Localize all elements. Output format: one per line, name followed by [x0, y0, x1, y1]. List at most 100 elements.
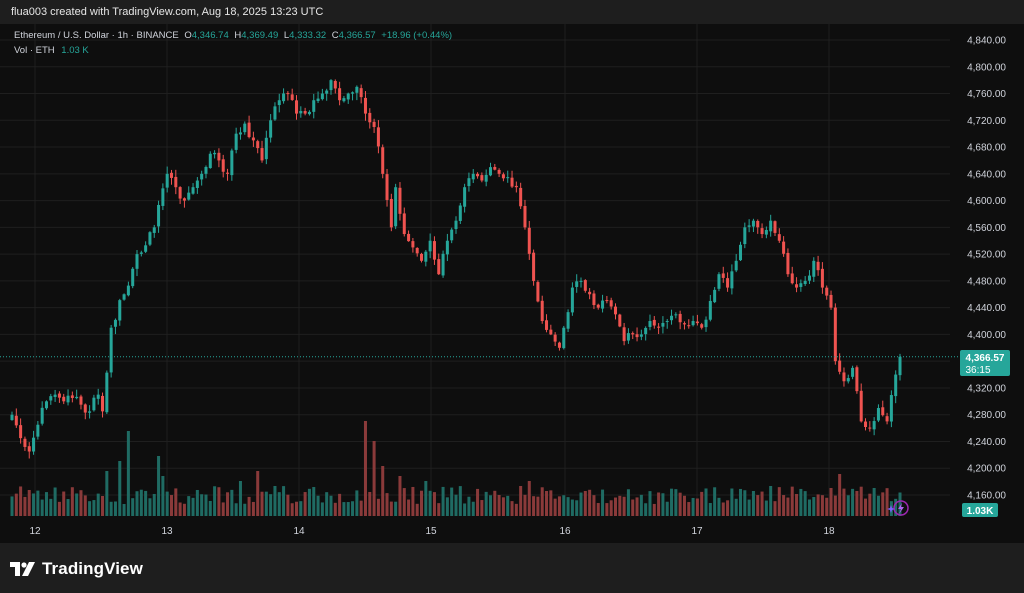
volume-bar	[230, 489, 234, 516]
candle-body	[661, 322, 665, 327]
volume-bar	[631, 499, 635, 516]
candle-body	[829, 294, 833, 308]
x-tick-label: 15	[425, 526, 437, 537]
volume-bar	[851, 488, 855, 516]
candle-body	[415, 247, 419, 254]
candle-body	[493, 166, 497, 170]
candle-body	[657, 326, 661, 328]
y-tick-label: 4,280.00	[967, 410, 1006, 421]
candle-body	[523, 206, 527, 228]
candle-body	[881, 407, 885, 416]
volume-bar	[488, 495, 492, 516]
candle-body	[467, 178, 471, 187]
candle-body	[562, 327, 566, 349]
candle-body	[838, 360, 842, 372]
candle-body	[889, 395, 893, 422]
price-axis[interactable]: 4,840.00 4,800.00 4,760.00 4,720.00 4,680.00…	[967, 36, 1006, 502]
volume-bar	[329, 495, 333, 516]
volume-bar	[113, 501, 117, 516]
candle-body	[251, 137, 255, 141]
candle-body	[592, 293, 596, 306]
volume-bar	[648, 491, 652, 516]
volume-bar	[799, 488, 803, 516]
volume-bar	[670, 488, 674, 516]
candle-body	[122, 294, 126, 300]
candle-body	[187, 192, 191, 200]
volume-bar	[437, 503, 441, 516]
volume-bar	[88, 501, 92, 516]
candle-body	[536, 282, 540, 302]
tradingview-logo[interactable]: TradingView	[10, 559, 143, 579]
volume-bar	[152, 493, 156, 516]
volume-bar	[165, 491, 169, 516]
candle-body	[243, 123, 247, 133]
candle-body	[437, 259, 441, 275]
candle-body	[450, 229, 454, 241]
volume-bar	[626, 489, 630, 516]
volume-bar	[471, 501, 475, 516]
volume-bar	[105, 471, 109, 516]
volume-bar	[795, 494, 799, 516]
volume-bar	[303, 492, 307, 516]
volume-bar	[247, 496, 251, 516]
candle-body	[631, 333, 635, 335]
volume-bar	[66, 499, 70, 516]
attribution-text: flua003 created with TradingView.com, Au…	[11, 6, 324, 18]
volume-bar	[484, 491, 488, 516]
volume-bar	[432, 492, 436, 516]
volume-bar	[363, 421, 367, 516]
candle-body	[161, 188, 165, 206]
candle-body	[62, 396, 66, 402]
candle-body	[678, 313, 682, 323]
volume-bar	[730, 488, 734, 516]
volume-bar	[256, 471, 260, 516]
candle-body	[182, 198, 186, 201]
volume-bar	[23, 496, 27, 516]
candle-body	[342, 98, 346, 102]
volume-bar	[816, 494, 820, 516]
volume-bar	[601, 489, 605, 516]
candle-body	[545, 320, 549, 330]
volume-bar	[70, 487, 74, 516]
y-tick-label: 4,200.00	[967, 464, 1006, 475]
candle-body	[825, 287, 829, 296]
volume-bar	[316, 495, 320, 516]
price-tag-countdown: 36:15	[965, 365, 990, 376]
candlestick-chart[interactable]: 4,840.00 4,800.00 4,760.00 4,720.00 4,680.00…	[0, 24, 1024, 543]
candle-body	[859, 390, 863, 422]
sparkle-icon[interactable]	[887, 505, 895, 513]
volume-bar	[721, 502, 725, 516]
y-tick-label: 4,480.00	[967, 276, 1006, 287]
volume-bar	[14, 493, 18, 516]
candle-body	[506, 177, 510, 179]
tradingview-logo-icon	[10, 562, 35, 576]
candle-body	[256, 141, 260, 149]
volume-bar	[898, 492, 902, 516]
volume-bar	[807, 499, 811, 516]
volume-bar	[226, 492, 230, 516]
candle-body	[549, 329, 553, 335]
time-axis[interactable]: 12 13 14 15 16 17 18	[29, 526, 835, 537]
chart-pane[interactable]: 4,840.00 4,800.00 4,760.00 4,720.00 4,680.00…	[0, 24, 1024, 543]
volume-bar	[536, 496, 540, 516]
candle-body	[394, 187, 398, 227]
volume-bar	[635, 497, 639, 516]
volume-bar	[497, 495, 501, 516]
candle-body	[70, 395, 74, 398]
candle-body	[777, 234, 781, 241]
volume-bar	[75, 493, 79, 516]
candle-body	[717, 274, 721, 289]
y-tick-label: 4,760.00	[967, 89, 1006, 100]
candle-body	[734, 260, 738, 271]
candle-body	[376, 127, 380, 147]
candle-body	[66, 395, 70, 403]
volume-bar	[53, 487, 57, 516]
candle-body	[238, 132, 242, 135]
lightning-icon[interactable]	[893, 500, 909, 516]
volume-bar	[691, 497, 695, 516]
volume-bar	[40, 499, 44, 516]
volume-bar	[420, 490, 424, 516]
candle-body	[864, 421, 868, 428]
volume-bar	[135, 491, 139, 516]
volume-bar	[618, 495, 622, 516]
